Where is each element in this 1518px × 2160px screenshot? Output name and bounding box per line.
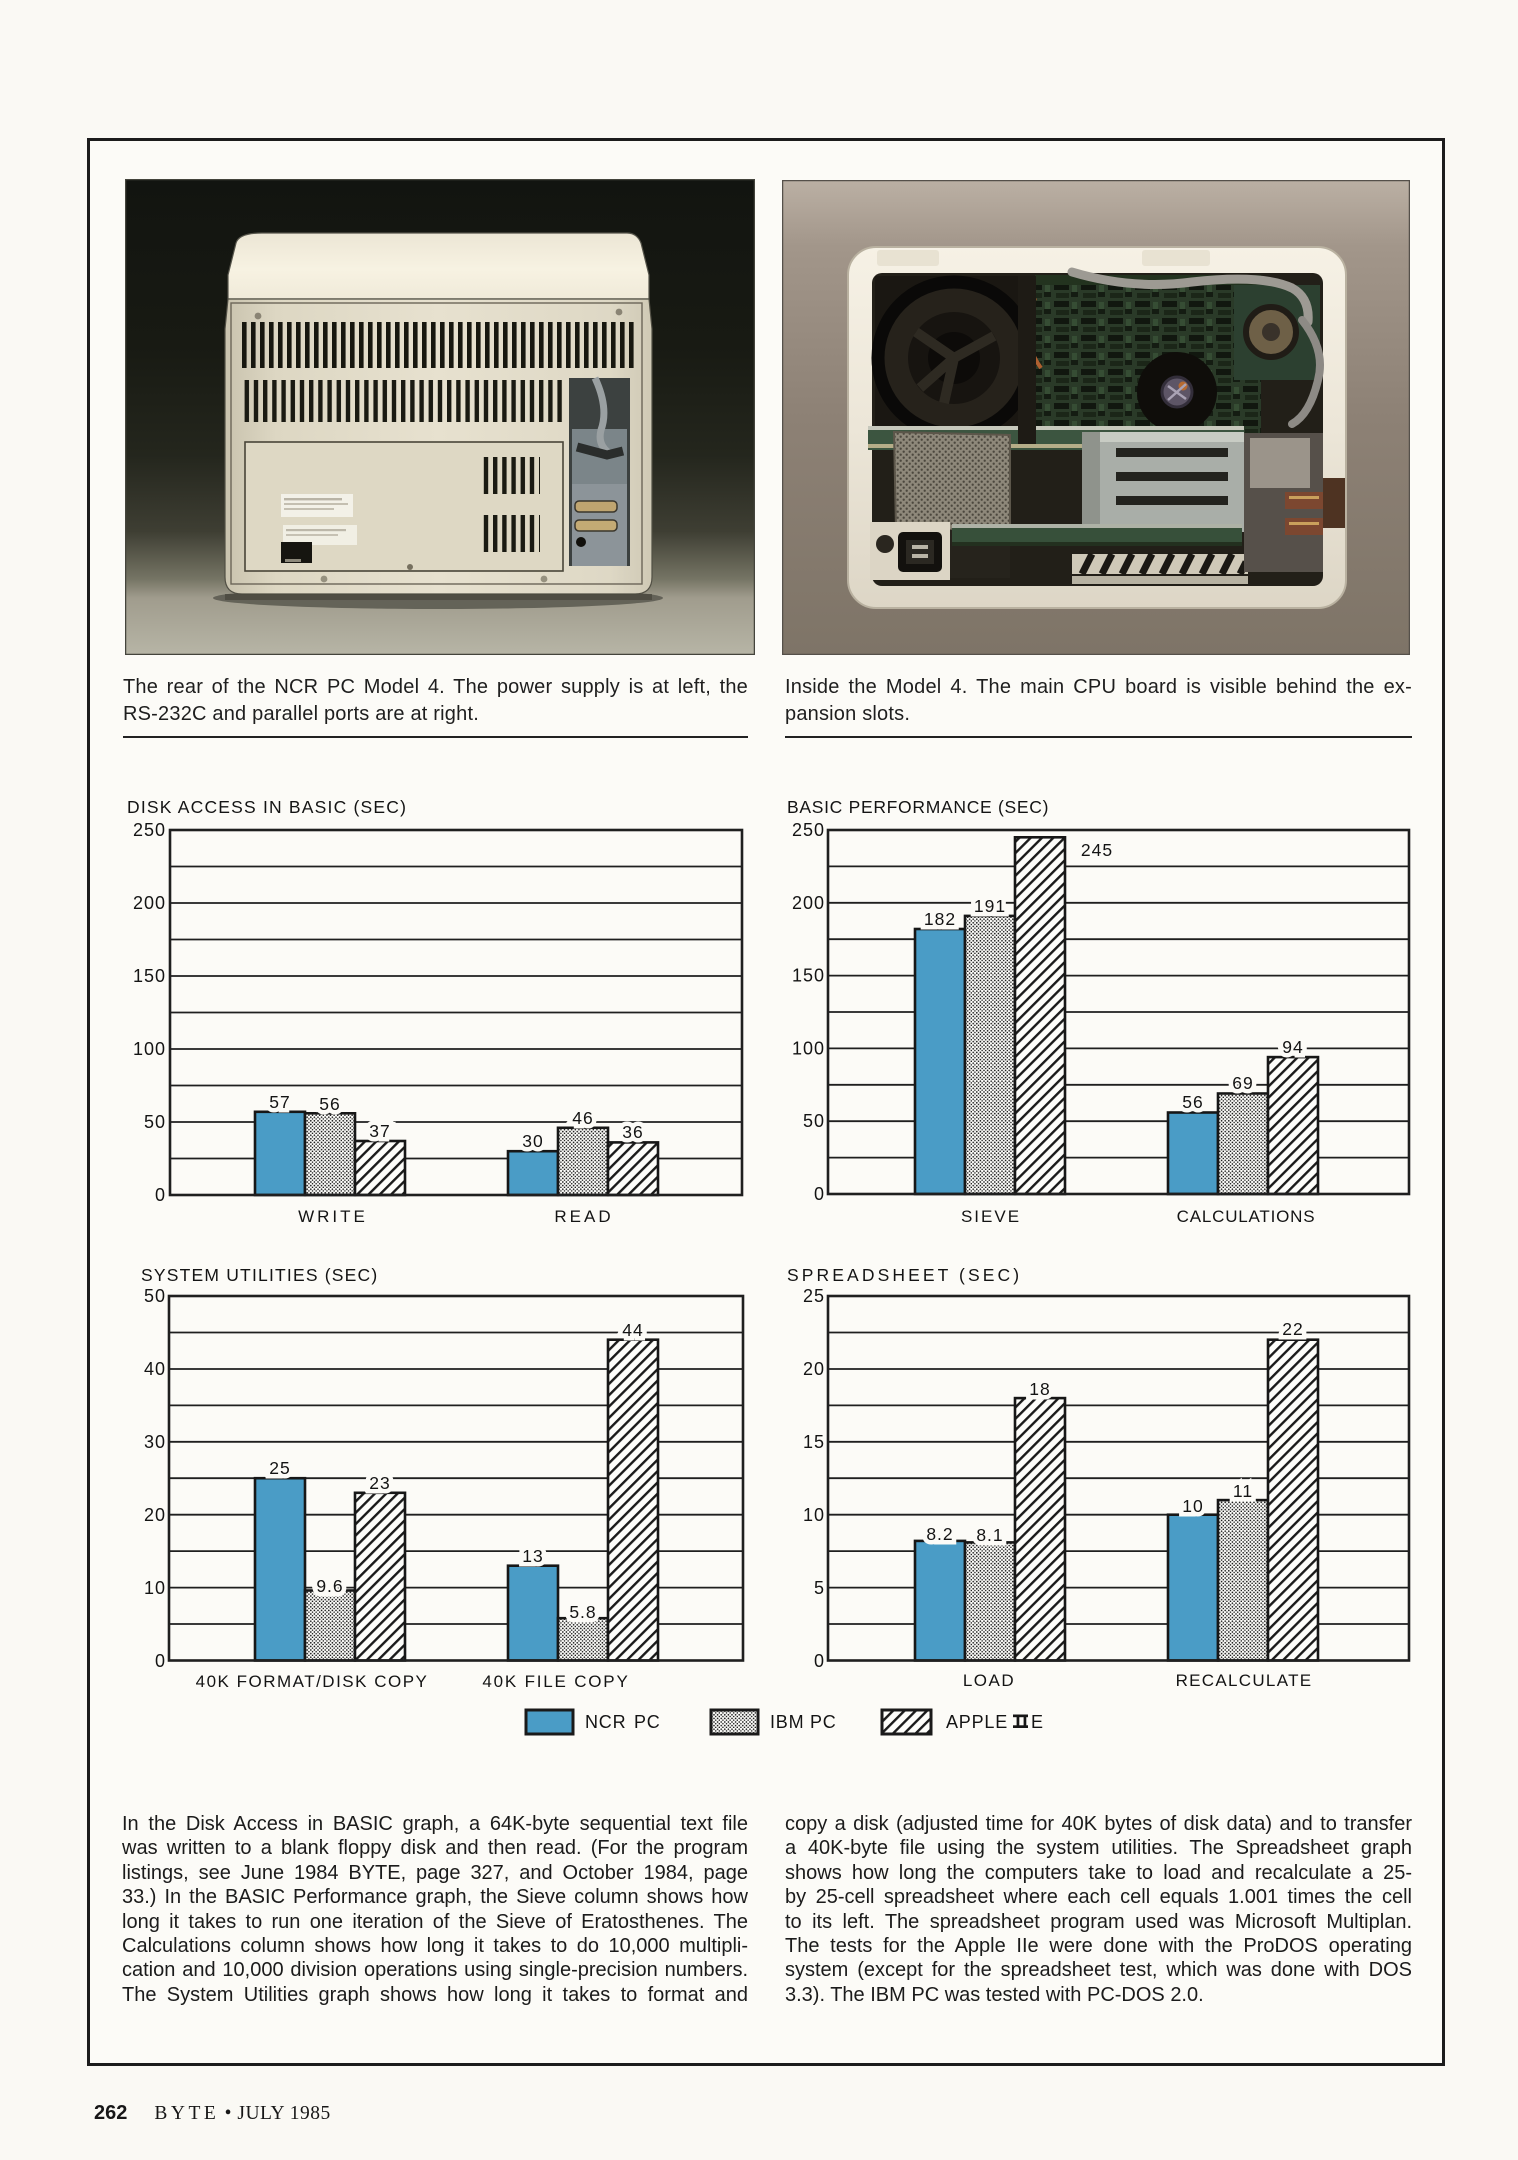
svg-text:56: 56: [1182, 1092, 1203, 1112]
svg-text:40K FILE COPY: 40K FILE COPY: [482, 1672, 629, 1691]
svg-text:56: 56: [319, 1094, 340, 1114]
svg-text:0: 0: [814, 1651, 825, 1671]
svg-text:50: 50: [803, 1111, 825, 1131]
svg-text:PC: PC: [634, 1712, 661, 1732]
svg-text:100: 100: [792, 1038, 825, 1058]
svg-text:BASIC PERFORMANCE (SEC): BASIC PERFORMANCE (SEC): [787, 797, 1049, 817]
svg-text:22: 22: [1282, 1319, 1303, 1339]
svg-text:100: 100: [133, 1039, 166, 1059]
svg-text:20: 20: [144, 1505, 166, 1525]
svg-text:8.1: 8.1: [976, 1525, 1003, 1545]
svg-text:245: 245: [1081, 840, 1113, 860]
svg-text:40K FORMAT/DISK COPY: 40K FORMAT/DISK COPY: [196, 1672, 429, 1691]
svg-text:SIEVE: SIEVE: [961, 1207, 1021, 1226]
svg-text:250: 250: [133, 820, 166, 840]
svg-text:10: 10: [803, 1505, 825, 1525]
svg-text:150: 150: [133, 966, 166, 986]
svg-text:25: 25: [269, 1458, 290, 1478]
svg-text:0: 0: [814, 1184, 825, 1204]
svg-text:18: 18: [1029, 1379, 1050, 1399]
svg-text:NCR: NCR: [585, 1712, 626, 1732]
svg-text:LOAD: LOAD: [963, 1671, 1015, 1690]
svg-text:30: 30: [522, 1131, 543, 1151]
svg-text:APPLE: APPLE: [946, 1712, 1008, 1732]
svg-text:23: 23: [369, 1473, 390, 1493]
svg-text:READ: READ: [554, 1207, 613, 1226]
svg-text:10: 10: [144, 1578, 166, 1598]
svg-text:25: 25: [803, 1286, 825, 1306]
svg-text:182: 182: [924, 909, 956, 929]
svg-text:DISK ACCESS IN BASIC (SEC): DISK ACCESS IN BASIC (SEC): [127, 797, 407, 817]
svg-text:40: 40: [144, 1359, 166, 1379]
svg-text:11: 11: [1233, 1481, 1253, 1501]
svg-text:46: 46: [572, 1108, 593, 1128]
svg-text:5: 5: [814, 1578, 825, 1598]
svg-text:94: 94: [1282, 1037, 1303, 1057]
svg-text:SYSTEM UTILITIES (SEC): SYSTEM UTILITIES (SEC): [141, 1265, 378, 1285]
svg-text:191: 191: [974, 896, 1006, 916]
svg-text:RECALCULATE: RECALCULATE: [1176, 1671, 1313, 1690]
svg-text:0: 0: [155, 1185, 166, 1205]
svg-text:CALCULATIONS: CALCULATIONS: [1177, 1207, 1316, 1226]
svg-text:15: 15: [803, 1432, 825, 1452]
svg-text:10: 10: [1182, 1496, 1203, 1516]
svg-text:IBM: IBM: [770, 1712, 804, 1732]
svg-text:150: 150: [792, 966, 825, 986]
svg-text:57: 57: [269, 1092, 290, 1112]
svg-text:WRITE: WRITE: [298, 1207, 368, 1226]
svg-text:36: 36: [622, 1122, 643, 1142]
svg-text:E: E: [1031, 1712, 1044, 1732]
svg-text:37: 37: [369, 1121, 390, 1141]
svg-text:20: 20: [803, 1359, 825, 1379]
svg-text:50: 50: [144, 1286, 166, 1306]
svg-text:8.2: 8.2: [926, 1524, 953, 1544]
svg-text:13: 13: [522, 1546, 543, 1566]
svg-text:5.8: 5.8: [569, 1602, 596, 1622]
svg-text:69: 69: [1232, 1073, 1253, 1093]
svg-text:30: 30: [144, 1432, 166, 1452]
svg-text:SPREADSHEET (SEC): SPREADSHEET (SEC): [787, 1265, 1022, 1285]
svg-text:50: 50: [144, 1112, 166, 1132]
svg-text:200: 200: [792, 893, 825, 913]
svg-text:0: 0: [155, 1651, 166, 1671]
svg-text:200: 200: [133, 893, 166, 913]
svg-text:PC: PC: [810, 1712, 837, 1732]
svg-text:44: 44: [622, 1320, 643, 1340]
svg-text:9.6: 9.6: [316, 1576, 343, 1596]
svg-text:250: 250: [792, 820, 825, 840]
